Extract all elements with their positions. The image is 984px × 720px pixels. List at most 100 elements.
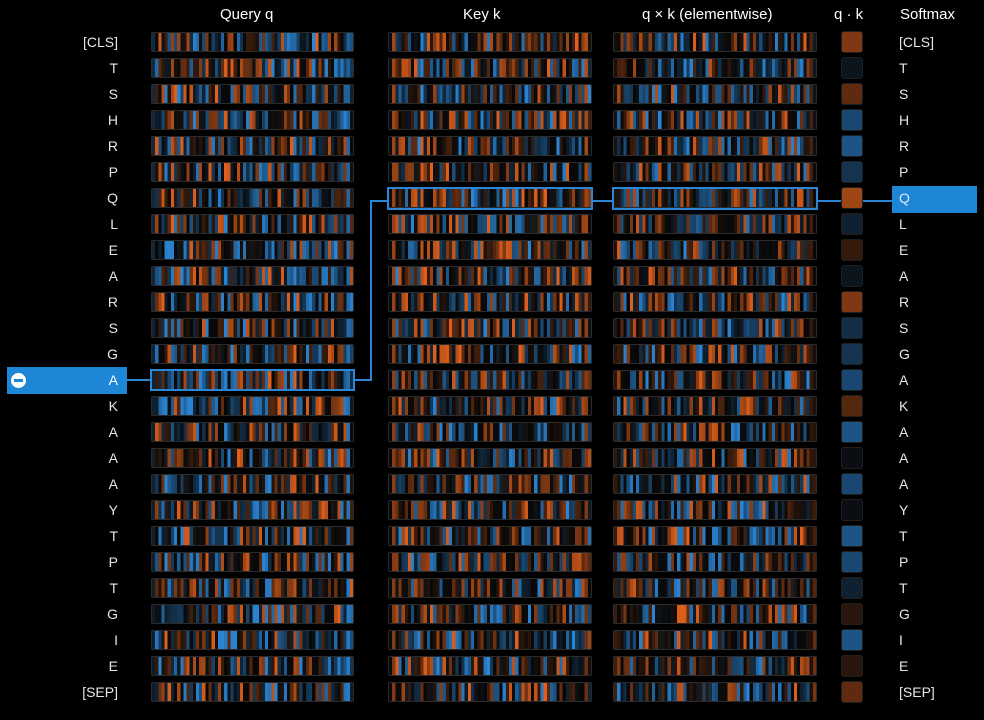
key-token-label[interactable]: P bbox=[899, 164, 909, 180]
query-token-label[interactable]: S bbox=[108, 86, 118, 102]
query-token-label[interactable]: P bbox=[108, 554, 118, 570]
query-token-label[interactable]: Q bbox=[107, 190, 118, 206]
query-vector bbox=[151, 422, 354, 442]
dot-product-cell bbox=[841, 499, 863, 521]
product-vector bbox=[613, 84, 817, 104]
dot-product-cell bbox=[841, 83, 863, 105]
query-vector bbox=[151, 110, 354, 130]
product-vector bbox=[613, 344, 817, 364]
key-token-label[interactable]: [SEP] bbox=[899, 684, 935, 700]
product-vector bbox=[613, 500, 817, 520]
query-token-label[interactable]: E bbox=[108, 242, 118, 258]
query-token-label[interactable]: T bbox=[109, 60, 118, 76]
query-token-label[interactable]: I bbox=[114, 632, 118, 648]
query-token-label[interactable]: T bbox=[109, 580, 118, 596]
query-token-label[interactable]: A bbox=[108, 424, 118, 440]
key-token-label[interactable]: G bbox=[899, 346, 910, 362]
query-token-label[interactable]: R bbox=[107, 138, 118, 154]
query-vector bbox=[151, 370, 354, 390]
key-token-label[interactable]: E bbox=[899, 242, 909, 258]
key-token-label[interactable]: R bbox=[899, 294, 910, 310]
key-token-label[interactable]: S bbox=[899, 320, 909, 336]
query-token-label[interactable]: A bbox=[108, 372, 118, 388]
key-token-label[interactable]: P bbox=[899, 554, 909, 570]
key-token-label[interactable]: A bbox=[899, 450, 909, 466]
query-token-label[interactable]: Y bbox=[108, 502, 118, 518]
dot-product-cell bbox=[841, 473, 863, 495]
connector-line bbox=[863, 200, 892, 202]
product-vector bbox=[613, 682, 817, 702]
key-vector bbox=[388, 292, 592, 312]
query-vector bbox=[151, 58, 354, 78]
product-vector bbox=[613, 318, 817, 338]
key-vector bbox=[388, 214, 592, 234]
query-vector bbox=[151, 136, 354, 156]
key-token-label[interactable]: A bbox=[899, 424, 909, 440]
key-token-label[interactable]: S bbox=[899, 86, 909, 102]
query-token-label[interactable]: T bbox=[109, 528, 118, 544]
key-token-label[interactable]: K bbox=[899, 398, 909, 414]
key-vector bbox=[388, 630, 592, 650]
key-token-label[interactable]: H bbox=[899, 112, 910, 128]
key-token-label[interactable]: L bbox=[899, 216, 907, 232]
product-vector bbox=[613, 526, 817, 546]
query-token-label[interactable]: [CLS] bbox=[82, 34, 118, 50]
connector-line bbox=[370, 200, 372, 381]
key-vector bbox=[388, 266, 592, 286]
key-token-label[interactable]: [CLS] bbox=[899, 34, 935, 50]
key-header: Key k bbox=[463, 6, 501, 23]
query-token-label[interactable]: R bbox=[107, 294, 118, 310]
query-vector bbox=[151, 656, 354, 676]
query-token-label[interactable]: A bbox=[108, 450, 118, 466]
selected-query-row[interactable] bbox=[7, 367, 127, 394]
query-vector bbox=[151, 448, 354, 468]
query-token-label[interactable]: P bbox=[108, 164, 118, 180]
key-vector bbox=[388, 370, 592, 390]
key-token-label[interactable]: E bbox=[899, 658, 909, 674]
key-token-label[interactable]: Y bbox=[899, 502, 909, 518]
query-vector bbox=[151, 552, 354, 572]
key-token-label[interactable]: T bbox=[899, 528, 908, 544]
softmax-header: Softmax bbox=[900, 6, 956, 23]
key-vector bbox=[388, 396, 592, 416]
query-token-label[interactable]: H bbox=[107, 112, 118, 128]
selected-softmax-row[interactable] bbox=[892, 186, 977, 213]
key-token-label[interactable]: A bbox=[899, 268, 909, 284]
query-token-label[interactable]: G bbox=[107, 346, 118, 362]
key-token-label[interactable]: A bbox=[899, 476, 909, 492]
minus-circle-icon[interactable] bbox=[11, 373, 26, 388]
key-token-label[interactable]: G bbox=[899, 606, 910, 622]
product-header: q × k (elementwise) bbox=[642, 6, 773, 23]
dot-product-cell bbox=[841, 291, 863, 313]
key-token-label[interactable]: T bbox=[899, 580, 908, 596]
query-token-label[interactable]: S bbox=[108, 320, 118, 336]
key-vector bbox=[388, 32, 592, 52]
key-token-label[interactable]: T bbox=[899, 60, 908, 76]
connector-line bbox=[817, 200, 841, 202]
query-token-label[interactable]: E bbox=[108, 658, 118, 674]
product-vector bbox=[613, 266, 817, 286]
query-token-label[interactable]: K bbox=[108, 398, 118, 414]
key-vector bbox=[388, 240, 592, 260]
query-token-label[interactable]: [SEP] bbox=[82, 684, 118, 700]
product-vector bbox=[613, 188, 817, 208]
query-token-label[interactable]: G bbox=[107, 606, 118, 622]
product-vector bbox=[613, 474, 817, 494]
query-token-label[interactable]: L bbox=[110, 216, 118, 232]
key-vector bbox=[388, 474, 592, 494]
key-token-label[interactable]: I bbox=[899, 632, 903, 648]
connector-line bbox=[592, 200, 614, 202]
key-token-label[interactable]: A bbox=[899, 372, 909, 388]
query-header: Query q bbox=[220, 6, 274, 23]
query-vector bbox=[151, 604, 354, 624]
product-vector bbox=[613, 110, 817, 130]
key-vector bbox=[388, 656, 592, 676]
key-token-label[interactable]: R bbox=[899, 138, 910, 154]
dot-product-cell bbox=[841, 135, 863, 157]
key-token-label[interactable]: Q bbox=[899, 190, 910, 206]
query-token-label[interactable]: A bbox=[108, 268, 118, 284]
query-token-label[interactable]: A bbox=[108, 476, 118, 492]
query-vector bbox=[151, 344, 354, 364]
product-vector bbox=[613, 370, 817, 390]
product-vector bbox=[613, 630, 817, 650]
